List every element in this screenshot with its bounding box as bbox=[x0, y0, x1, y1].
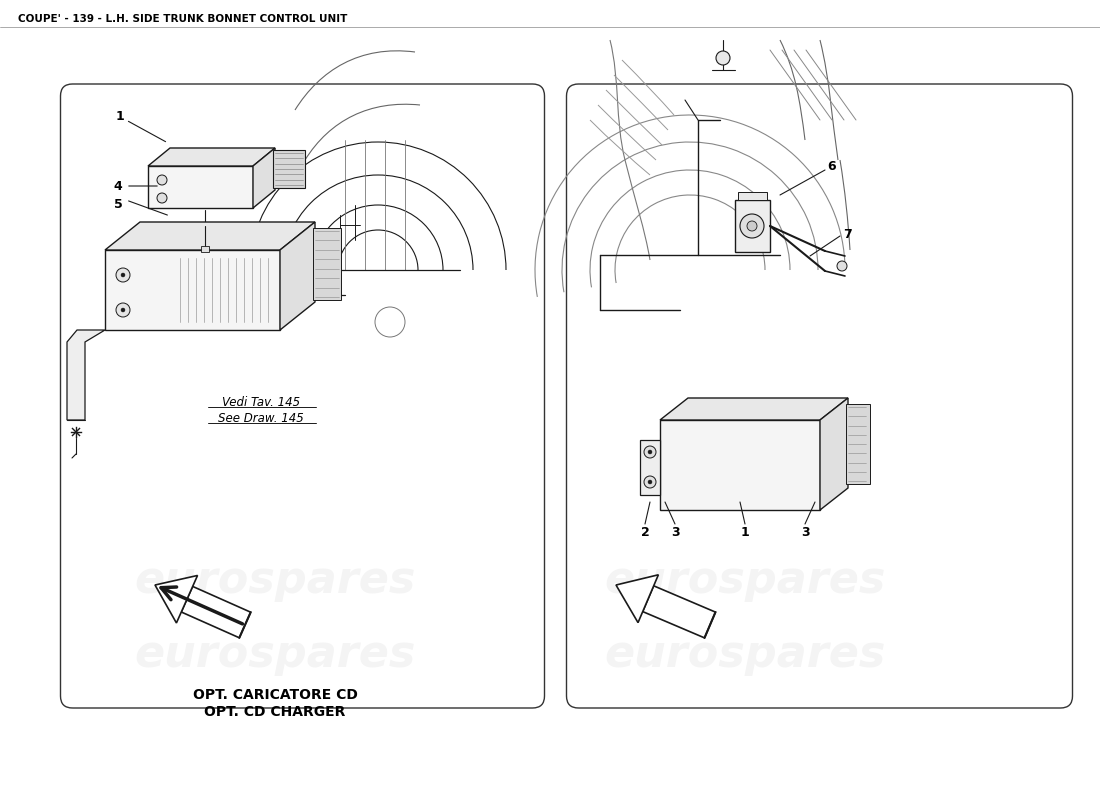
Circle shape bbox=[648, 450, 652, 454]
Polygon shape bbox=[640, 440, 660, 495]
Circle shape bbox=[157, 193, 167, 203]
Circle shape bbox=[116, 303, 130, 317]
Circle shape bbox=[157, 175, 167, 185]
Bar bbox=[201, 246, 209, 252]
Bar bbox=[846, 404, 870, 484]
Text: 6: 6 bbox=[827, 161, 836, 174]
Circle shape bbox=[740, 214, 764, 238]
Polygon shape bbox=[148, 148, 275, 166]
Polygon shape bbox=[820, 398, 848, 510]
PathPatch shape bbox=[60, 84, 544, 708]
Bar bbox=[273, 150, 305, 188]
Text: OPT. CD CHARGER: OPT. CD CHARGER bbox=[205, 705, 345, 719]
Circle shape bbox=[747, 221, 757, 231]
Bar bbox=[104, 250, 280, 330]
Text: 1: 1 bbox=[116, 110, 124, 122]
Text: 4: 4 bbox=[113, 179, 122, 193]
Bar bbox=[738, 192, 767, 200]
Text: See Draw. 145: See Draw. 145 bbox=[218, 411, 304, 425]
Text: Vedi Tav. 145: Vedi Tav. 145 bbox=[222, 395, 300, 409]
Polygon shape bbox=[104, 222, 315, 250]
Circle shape bbox=[121, 273, 125, 277]
Polygon shape bbox=[67, 330, 104, 420]
Bar bbox=[148, 166, 253, 208]
Circle shape bbox=[116, 268, 130, 282]
Bar bbox=[735, 200, 770, 252]
Text: COUPE' - 139 - L.H. SIDE TRUNK BONNET CONTROL UNIT: COUPE' - 139 - L.H. SIDE TRUNK BONNET CO… bbox=[18, 14, 348, 24]
Bar bbox=[660, 420, 820, 510]
Circle shape bbox=[644, 446, 656, 458]
Text: 3: 3 bbox=[671, 526, 680, 538]
Circle shape bbox=[648, 480, 652, 484]
Text: 3: 3 bbox=[801, 526, 810, 538]
Text: OPT. CARICATORE CD: OPT. CARICATORE CD bbox=[192, 688, 358, 702]
Text: 1: 1 bbox=[740, 526, 749, 538]
Bar bbox=[314, 228, 341, 300]
Text: 5: 5 bbox=[113, 198, 122, 210]
Circle shape bbox=[121, 308, 125, 312]
Text: 7: 7 bbox=[844, 227, 852, 241]
Text: eurospares: eurospares bbox=[604, 558, 886, 602]
Text: eurospares: eurospares bbox=[134, 634, 416, 677]
Polygon shape bbox=[253, 148, 275, 208]
Circle shape bbox=[716, 51, 730, 65]
Polygon shape bbox=[280, 222, 315, 330]
Circle shape bbox=[837, 261, 847, 271]
Text: eurospares: eurospares bbox=[604, 634, 886, 677]
PathPatch shape bbox=[566, 84, 1072, 708]
Polygon shape bbox=[155, 575, 198, 623]
Text: eurospares: eurospares bbox=[134, 558, 416, 602]
Polygon shape bbox=[660, 398, 848, 420]
Polygon shape bbox=[642, 586, 715, 638]
Text: 2: 2 bbox=[640, 526, 649, 538]
Polygon shape bbox=[616, 574, 659, 622]
Polygon shape bbox=[182, 586, 251, 638]
Circle shape bbox=[644, 476, 656, 488]
